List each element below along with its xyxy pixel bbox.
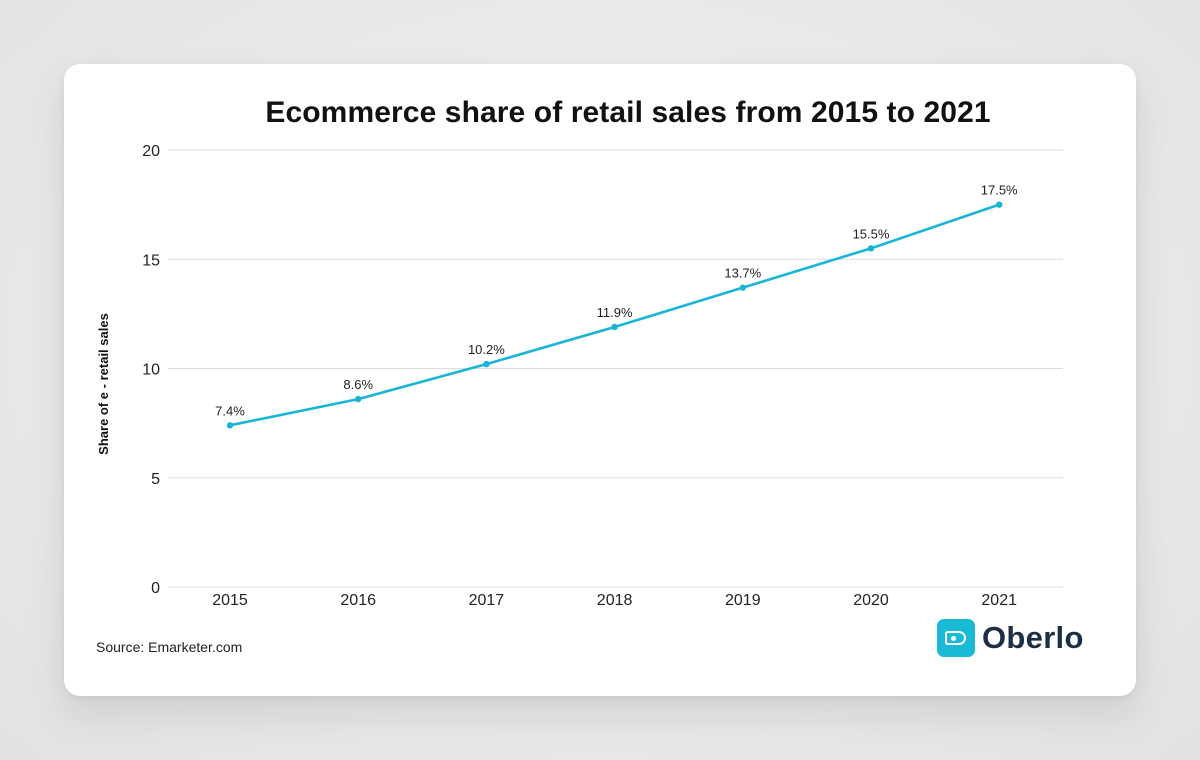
y-tick-label: 15 [142,252,160,269]
x-tick-label: 2020 [853,592,889,609]
x-tick-label: 2019 [725,592,761,609]
x-tick-label: 2015 [212,592,248,609]
source-note: Source: Emarketer.com [96,639,243,655]
data-label: 10.2% [468,342,505,357]
gridlines [168,149,1063,588]
data-point [483,360,490,368]
data-label: 8.6% [343,377,373,392]
y-axis-label: Share of e - retail sales [96,313,111,455]
chart-card [64,64,1136,696]
oberlo-logo: Oberlo [937,618,1084,658]
chart-title: Ecommerce share of retail sales from 201… [265,96,991,129]
price-tag-icon [937,619,975,657]
x-tick-label: 2021 [981,592,1017,609]
data-label: 15.5% [853,226,890,241]
y-tick-label: 10 [142,362,160,379]
series: 7.4% 8.6% 10.2% 11.9% 13.7% 15.5% 17.5% [215,183,1018,429]
data-point [996,201,1003,208]
x-tick-label: 2016 [340,592,376,609]
x-tick-label: 2017 [469,592,505,609]
data-point [867,245,875,252]
y-tick-label: 20 [142,143,160,160]
data-point [226,422,234,429]
data-label: 13.7% [724,266,761,281]
data-label: 7.4% [215,403,245,418]
data-label: 17.5% [981,183,1018,198]
x-axis-ticks: 2015 2016 2017 2018 2019 2020 2021 [212,592,1017,609]
data-point [739,284,746,291]
y-axis-ticks: 0 5 10 15 20 [142,143,160,597]
y-tick-label: 0 [151,580,160,597]
data-point [355,395,362,403]
y-tick-label: 5 [151,471,160,488]
x-tick-label: 2018 [597,592,633,609]
data-label: 11.9% [597,305,633,320]
data-point [611,323,618,331]
logo-text: Oberlo [982,620,1084,655]
